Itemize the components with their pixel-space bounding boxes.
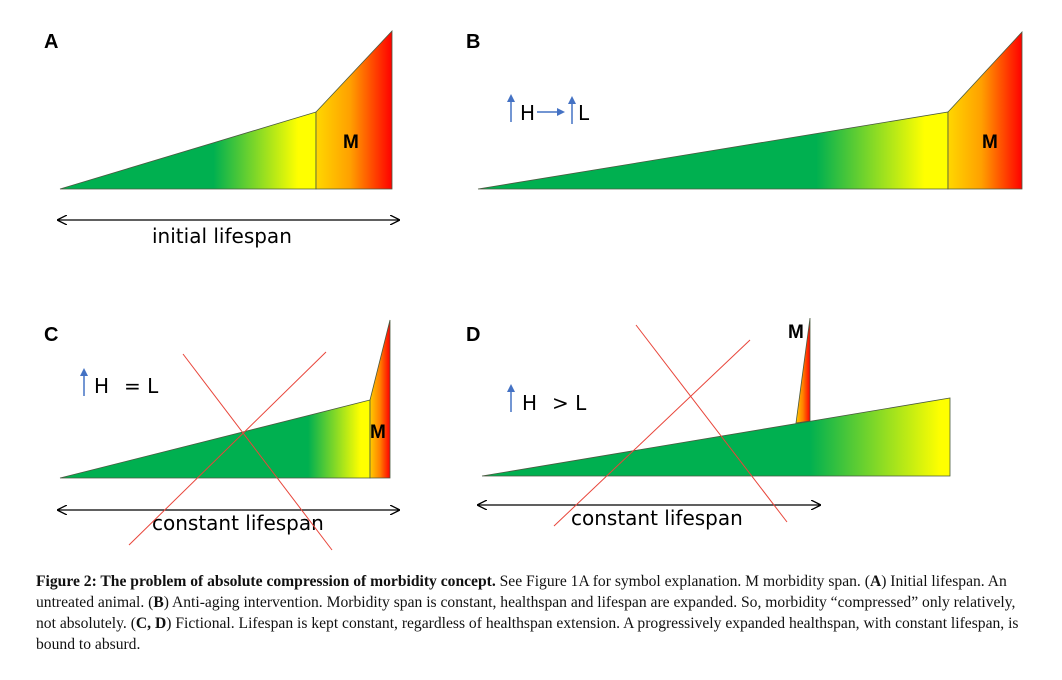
panel-a: A M initial lifespan [44,29,399,248]
panel-b-symbol-l: L [578,101,590,125]
panel-c-m-label: M [370,422,386,443]
panel-b-symbol-h: H [520,101,535,125]
panel-d-m-label: M [788,322,804,343]
panel-d-letter: D [466,324,480,346]
panel-a-lifespan-label: initial lifespan [152,224,292,248]
panel-d-symbol-rel: > L [552,391,587,415]
panel-c: C H = L M constant lifespan [44,319,399,551]
caption-intro: See Figure 1A for symbol explanation. M … [495,573,870,590]
caption-ref-cd: C, D [135,615,167,632]
panel-d-lifespan-label: constant lifespan [571,506,743,530]
panel-c-lifespan-label: constant lifespan [152,511,324,535]
panel-a-letter: A [44,31,58,53]
panel-c-h-up-arrow-icon [80,368,88,396]
panel-b-right-arrow-icon [537,108,565,116]
panel-c-healthspan-triangle [59,399,371,479]
panel-d-cross-out-mark [553,324,788,527]
panel-d-morbidity-spike [795,317,811,424]
caption-text-b: ) Anti-aging intervention. Morbidity spa… [36,594,1016,632]
panel-b-letter: B [466,31,480,53]
panel-c-cross-out-mark [128,351,333,551]
panel-b-h-up-arrow-icon [507,94,515,122]
panel-d-healthspan-triangle [481,397,951,477]
panel-c-morbidity-shape [369,319,391,479]
panel-c-symbol-h: H [94,374,109,398]
caption-ref-b: B [153,594,164,611]
panel-b-healthspan-triangle [477,111,949,190]
panel-a-morbidity-shape [315,29,393,190]
panel-d: D H > L M constant lifespan [466,317,951,530]
panel-b: B H L M [466,30,1023,190]
caption-text-a: ) Initial lifespan. An untreated animal.… [36,573,1007,611]
panel-d-symbol-h: H [522,391,537,415]
panel-a-m-label: M [343,132,359,153]
caption-ref-a: A [869,573,882,590]
caption-title: Figure 2: The problem of absolute compre… [36,573,496,590]
panel-a-healthspan-triangle [59,111,317,190]
panel-c-symbol-rel: = L [124,374,159,398]
panel-c-letter: C [44,324,58,346]
figure-diagram: A M initial lifespan B H L M C [44,29,1023,551]
panel-b-l-up-arrow-icon [568,96,576,124]
panel-b-m-label: M [982,132,998,153]
figure-caption: Figure 2: The problem of absolute compre… [36,571,1036,655]
caption-text-cd: ) Fictional. Lifespan is kept constant, … [36,615,1019,653]
panel-b-morbidity-shape [947,30,1023,190]
panel-d-h-up-arrow-icon [507,384,515,412]
